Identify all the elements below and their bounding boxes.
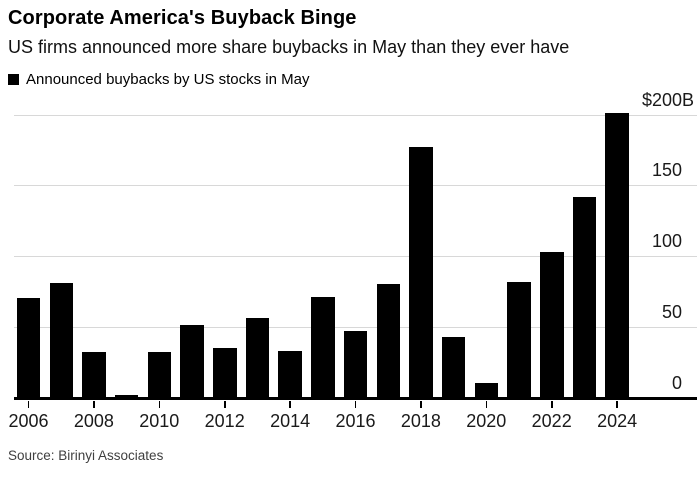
bar-2012 <box>213 348 237 400</box>
y-axis-label-unit: B <box>682 89 695 110</box>
gridline-50 <box>14 326 697 328</box>
x-axis-label-2012: 2012 <box>204 410 245 431</box>
x-tick-2024 <box>616 400 618 408</box>
legend-label: Announced buybacks by US stocks in May <box>26 71 310 88</box>
x-axis-label-2010: 2010 <box>139 410 180 431</box>
bar-2008 <box>82 352 106 400</box>
x-tick-2018 <box>420 400 422 408</box>
bar-2018 <box>409 147 433 400</box>
x-tick-2012 <box>224 400 226 408</box>
x-tick-2014 <box>289 400 291 408</box>
x-tick-2022 <box>551 400 553 408</box>
gridline-150 <box>14 185 697 187</box>
y-axis-label-50: 50 <box>661 301 682 322</box>
bar-2014 <box>278 350 302 400</box>
bar-2016 <box>343 331 368 400</box>
x-axis-label-2008: 2008 <box>73 410 114 431</box>
bar-2007 <box>49 282 73 400</box>
legend: Announced buybacks by US stocks in May <box>8 71 309 88</box>
y-axis-label-100: 100 <box>651 231 682 251</box>
gridline-100 <box>14 256 697 257</box>
bar-2023 <box>572 196 597 400</box>
bar-2022 <box>540 251 564 400</box>
x-axis-label-2024: 2024 <box>597 410 638 431</box>
bar-2017 <box>376 284 400 400</box>
gridline-200 <box>14 114 697 116</box>
chart-title: Corporate America's Buyback Binge <box>8 7 357 29</box>
x-axis-label-2018: 2018 <box>400 410 441 431</box>
bar-2010 <box>147 352 172 400</box>
x-axis-label-2016: 2016 <box>335 410 376 431</box>
y-axis-label-0: 0 <box>671 372 682 393</box>
x-tick-2020 <box>485 400 488 408</box>
x-axis-label-2014: 2014 <box>270 410 311 431</box>
x-axis-line <box>14 397 697 400</box>
x-tick-2008 <box>93 400 95 408</box>
x-tick-2006 <box>27 400 30 408</box>
bar-2011 <box>180 325 204 400</box>
x-axis-label-2022: 2022 <box>531 410 572 431</box>
bar-2006 <box>16 298 41 400</box>
y-axis-label-number: $200 <box>641 89 682 110</box>
bar-2020 <box>474 383 499 400</box>
source-note: Source: Birinyi Associates <box>8 448 164 463</box>
x-tick-2010 <box>158 400 161 408</box>
x-axis-label-2020: 2020 <box>466 410 507 431</box>
bar-2013 <box>245 318 270 400</box>
bar-2021 <box>507 281 531 400</box>
bar-2015 <box>311 297 335 400</box>
legend-swatch-icon <box>8 74 19 85</box>
bar-2024 <box>605 113 629 400</box>
y-axis-label-150: 150 <box>651 160 682 181</box>
chart-subtitle: US firms announced more share buybacks i… <box>8 37 570 57</box>
bar-2019 <box>441 336 466 400</box>
x-axis-label-2006: 2006 <box>8 410 49 431</box>
y-axis-label-200: $200 B <box>641 89 694 111</box>
x-tick-2016 <box>354 400 357 408</box>
